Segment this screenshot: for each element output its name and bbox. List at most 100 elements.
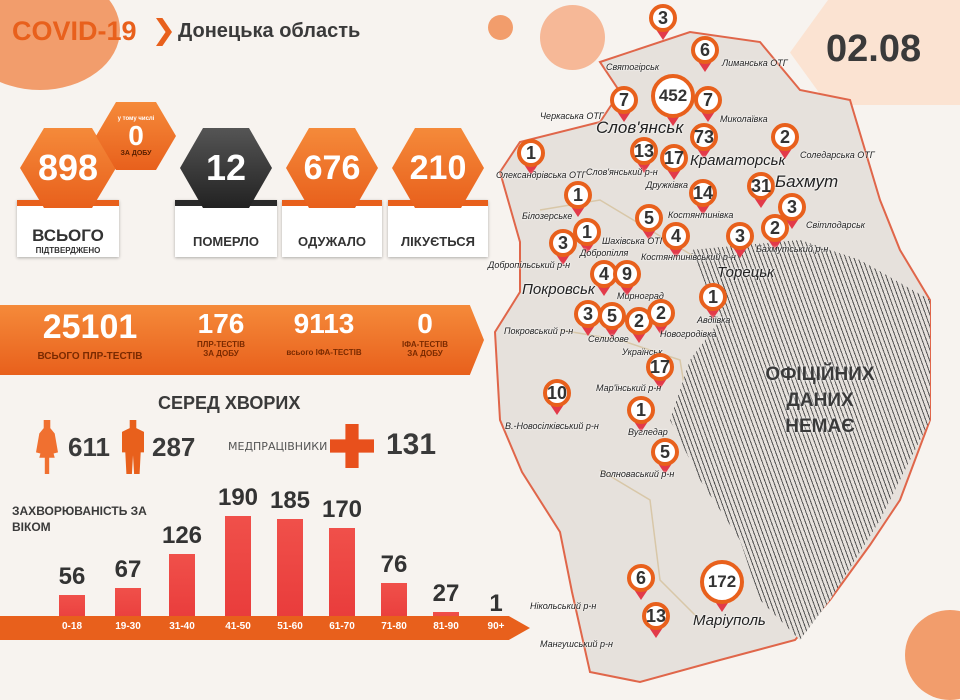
map-pin[interactable]: 1 — [699, 283, 727, 319]
map-place-label: Слов'янськ — [596, 118, 684, 137]
daily-label: ЗА ДОБУ — [120, 149, 152, 157]
map-pin[interactable]: 3 — [778, 193, 806, 229]
map-pin[interactable]: 3 — [549, 229, 577, 265]
map-pin[interactable]: 1 — [627, 396, 655, 432]
map-place-label: Білозерське — [522, 211, 573, 221]
map-pin[interactable]: 7 — [694, 86, 722, 122]
map-place-label: Мирноград — [617, 291, 664, 301]
value: 25101 — [42, 308, 138, 346]
map-pin[interactable]: 1 — [564, 181, 592, 217]
recovered-number: 676 — [303, 148, 361, 187]
map-pin[interactable]: 1 — [573, 218, 601, 254]
region-name: Донецька область — [178, 20, 361, 42]
map-pin[interactable]: 13 — [642, 602, 670, 638]
tick-label: 0-18 — [61, 621, 82, 632]
no-data-line: ОФІЦІЙНИХ — [765, 364, 875, 385]
medics-label: МЕДПРАЦІВНИКИ — [228, 440, 328, 453]
map-pin[interactable]: 13 — [630, 137, 658, 173]
confirmed-number: 898 — [37, 147, 99, 188]
tick-label: 41-50 — [225, 621, 251, 632]
map-pin[interactable]: 5 — [651, 438, 679, 474]
case-count: 9 — [613, 260, 641, 288]
map-pin[interactable]: 172 — [700, 560, 744, 612]
virus-decoration-icon — [540, 5, 605, 70]
case-count: 172 — [700, 560, 744, 604]
man-icon — [122, 420, 144, 474]
deaths-card: ПОМЕРЛО — [175, 200, 277, 257]
bar-value-label: 185 — [269, 486, 311, 514]
map-place-label: Миколаївка — [720, 114, 768, 124]
map-pin[interactable]: 4 — [662, 222, 690, 258]
map-pin[interactable]: 5 — [598, 302, 626, 338]
bar-value-label: 170 — [321, 495, 363, 523]
map-place-label: Торецьк — [717, 264, 775, 281]
recovered-card: ОДУЖАЛО — [282, 200, 382, 257]
tick-label: 31-40 — [169, 621, 195, 632]
map-place-label: Бахмутський р-н — [756, 244, 829, 254]
map-place-label: Соледарська ОТГ — [800, 150, 875, 160]
map-pin[interactable]: 17 — [646, 353, 674, 389]
map-pin[interactable]: 3 — [649, 4, 677, 40]
women-count: 611 — [68, 432, 110, 462]
case-count: 1 — [699, 283, 727, 311]
chart-title: ЗАХВОРЮВАНІСТЬ ЗА ВІКОМ — [12, 504, 147, 534]
value: 0 — [417, 308, 433, 339]
map-pin[interactable]: 73 — [690, 123, 718, 159]
map-pin[interactable]: 6 — [691, 36, 719, 72]
active-label: ЛІКУЄТЬСЯ — [400, 234, 476, 249]
tick-label: 81-90 — [433, 621, 459, 632]
case-count: 2 — [647, 299, 675, 327]
map-pin[interactable]: 7 — [610, 86, 638, 122]
men-count: 287 — [152, 432, 196, 462]
case-count: 3 — [549, 229, 577, 257]
map-pin[interactable]: 1 — [517, 139, 545, 175]
map-place-label: Волноваський р-н — [600, 469, 675, 479]
map-pin[interactable]: 2 — [647, 299, 675, 335]
active-number: 210 — [409, 148, 467, 187]
map-pin[interactable]: 9 — [613, 260, 641, 296]
map-pin[interactable]: 452 — [651, 74, 695, 126]
map-pin[interactable]: 6 — [627, 564, 655, 600]
case-count: 5 — [598, 302, 626, 330]
bar-value-label: 76 — [380, 551, 408, 579]
case-count: 452 — [651, 74, 695, 118]
map-place-label: Бахмут — [775, 172, 839, 191]
label: всього ІФА-ТЕСТІВ — [286, 348, 362, 357]
deaths-number: 12 — [205, 147, 247, 188]
map-pin[interactable]: 2 — [771, 123, 799, 159]
map-pin[interactable]: 10 — [543, 379, 571, 415]
label: ПЛР-ТЕСТІВ ЗА ДОБУ — [196, 340, 246, 358]
map-place-label: Покровськ — [522, 281, 595, 298]
case-count: 3 — [778, 193, 806, 221]
medics-count: 131 — [386, 428, 437, 461]
case-count: 6 — [627, 564, 655, 592]
map-place-label: Покровський р-н — [504, 326, 574, 336]
map-place-label: Маріуполь — [693, 612, 766, 629]
case-count: 4 — [662, 222, 690, 250]
map-place-label: Костянтинівський р-н — [641, 252, 736, 262]
map-pin[interactable]: 14 — [689, 179, 717, 215]
label: ВСЬОГО ПЛР-ТЕСТІВ — [37, 351, 143, 362]
bar-value-label: 56 — [58, 562, 86, 590]
case-count: 1 — [517, 139, 545, 167]
case-count: 2 — [761, 214, 789, 242]
tests-total-pcr: 25101 ВСЬОГО ПЛР-ТЕСТІВ — [0, 305, 180, 375]
no-data-line: НЕМАЄ — [785, 416, 855, 437]
map-pin[interactable]: 17 — [660, 144, 688, 180]
map-pin[interactable]: 2 — [761, 214, 789, 250]
map-pin[interactable]: 5 — [635, 204, 663, 240]
map-place-label: Костянтинівка — [668, 210, 734, 220]
case-count: 10 — [543, 379, 571, 407]
case-count: 1 — [573, 218, 601, 246]
bar-value-label: 190 — [217, 483, 259, 511]
map-place-label: Нікольський р-н — [530, 601, 597, 611]
map-pin[interactable]: 3 — [726, 222, 754, 258]
date: 02.08 — [826, 28, 922, 70]
label: ІФА-ТЕСТІВ ЗА ДОБУ — [402, 340, 448, 358]
map-place-label: Селидове — [588, 334, 629, 344]
case-count: 73 — [690, 123, 718, 151]
map-pin[interactable]: 31 — [747, 172, 775, 208]
confirmed-sublabel: ПІДТВЕРДЖЕНО — [35, 246, 101, 255]
map-place-label: Світлодарськ — [806, 220, 866, 230]
among-title: СЕРЕД ХВОРИХ — [158, 393, 301, 413]
